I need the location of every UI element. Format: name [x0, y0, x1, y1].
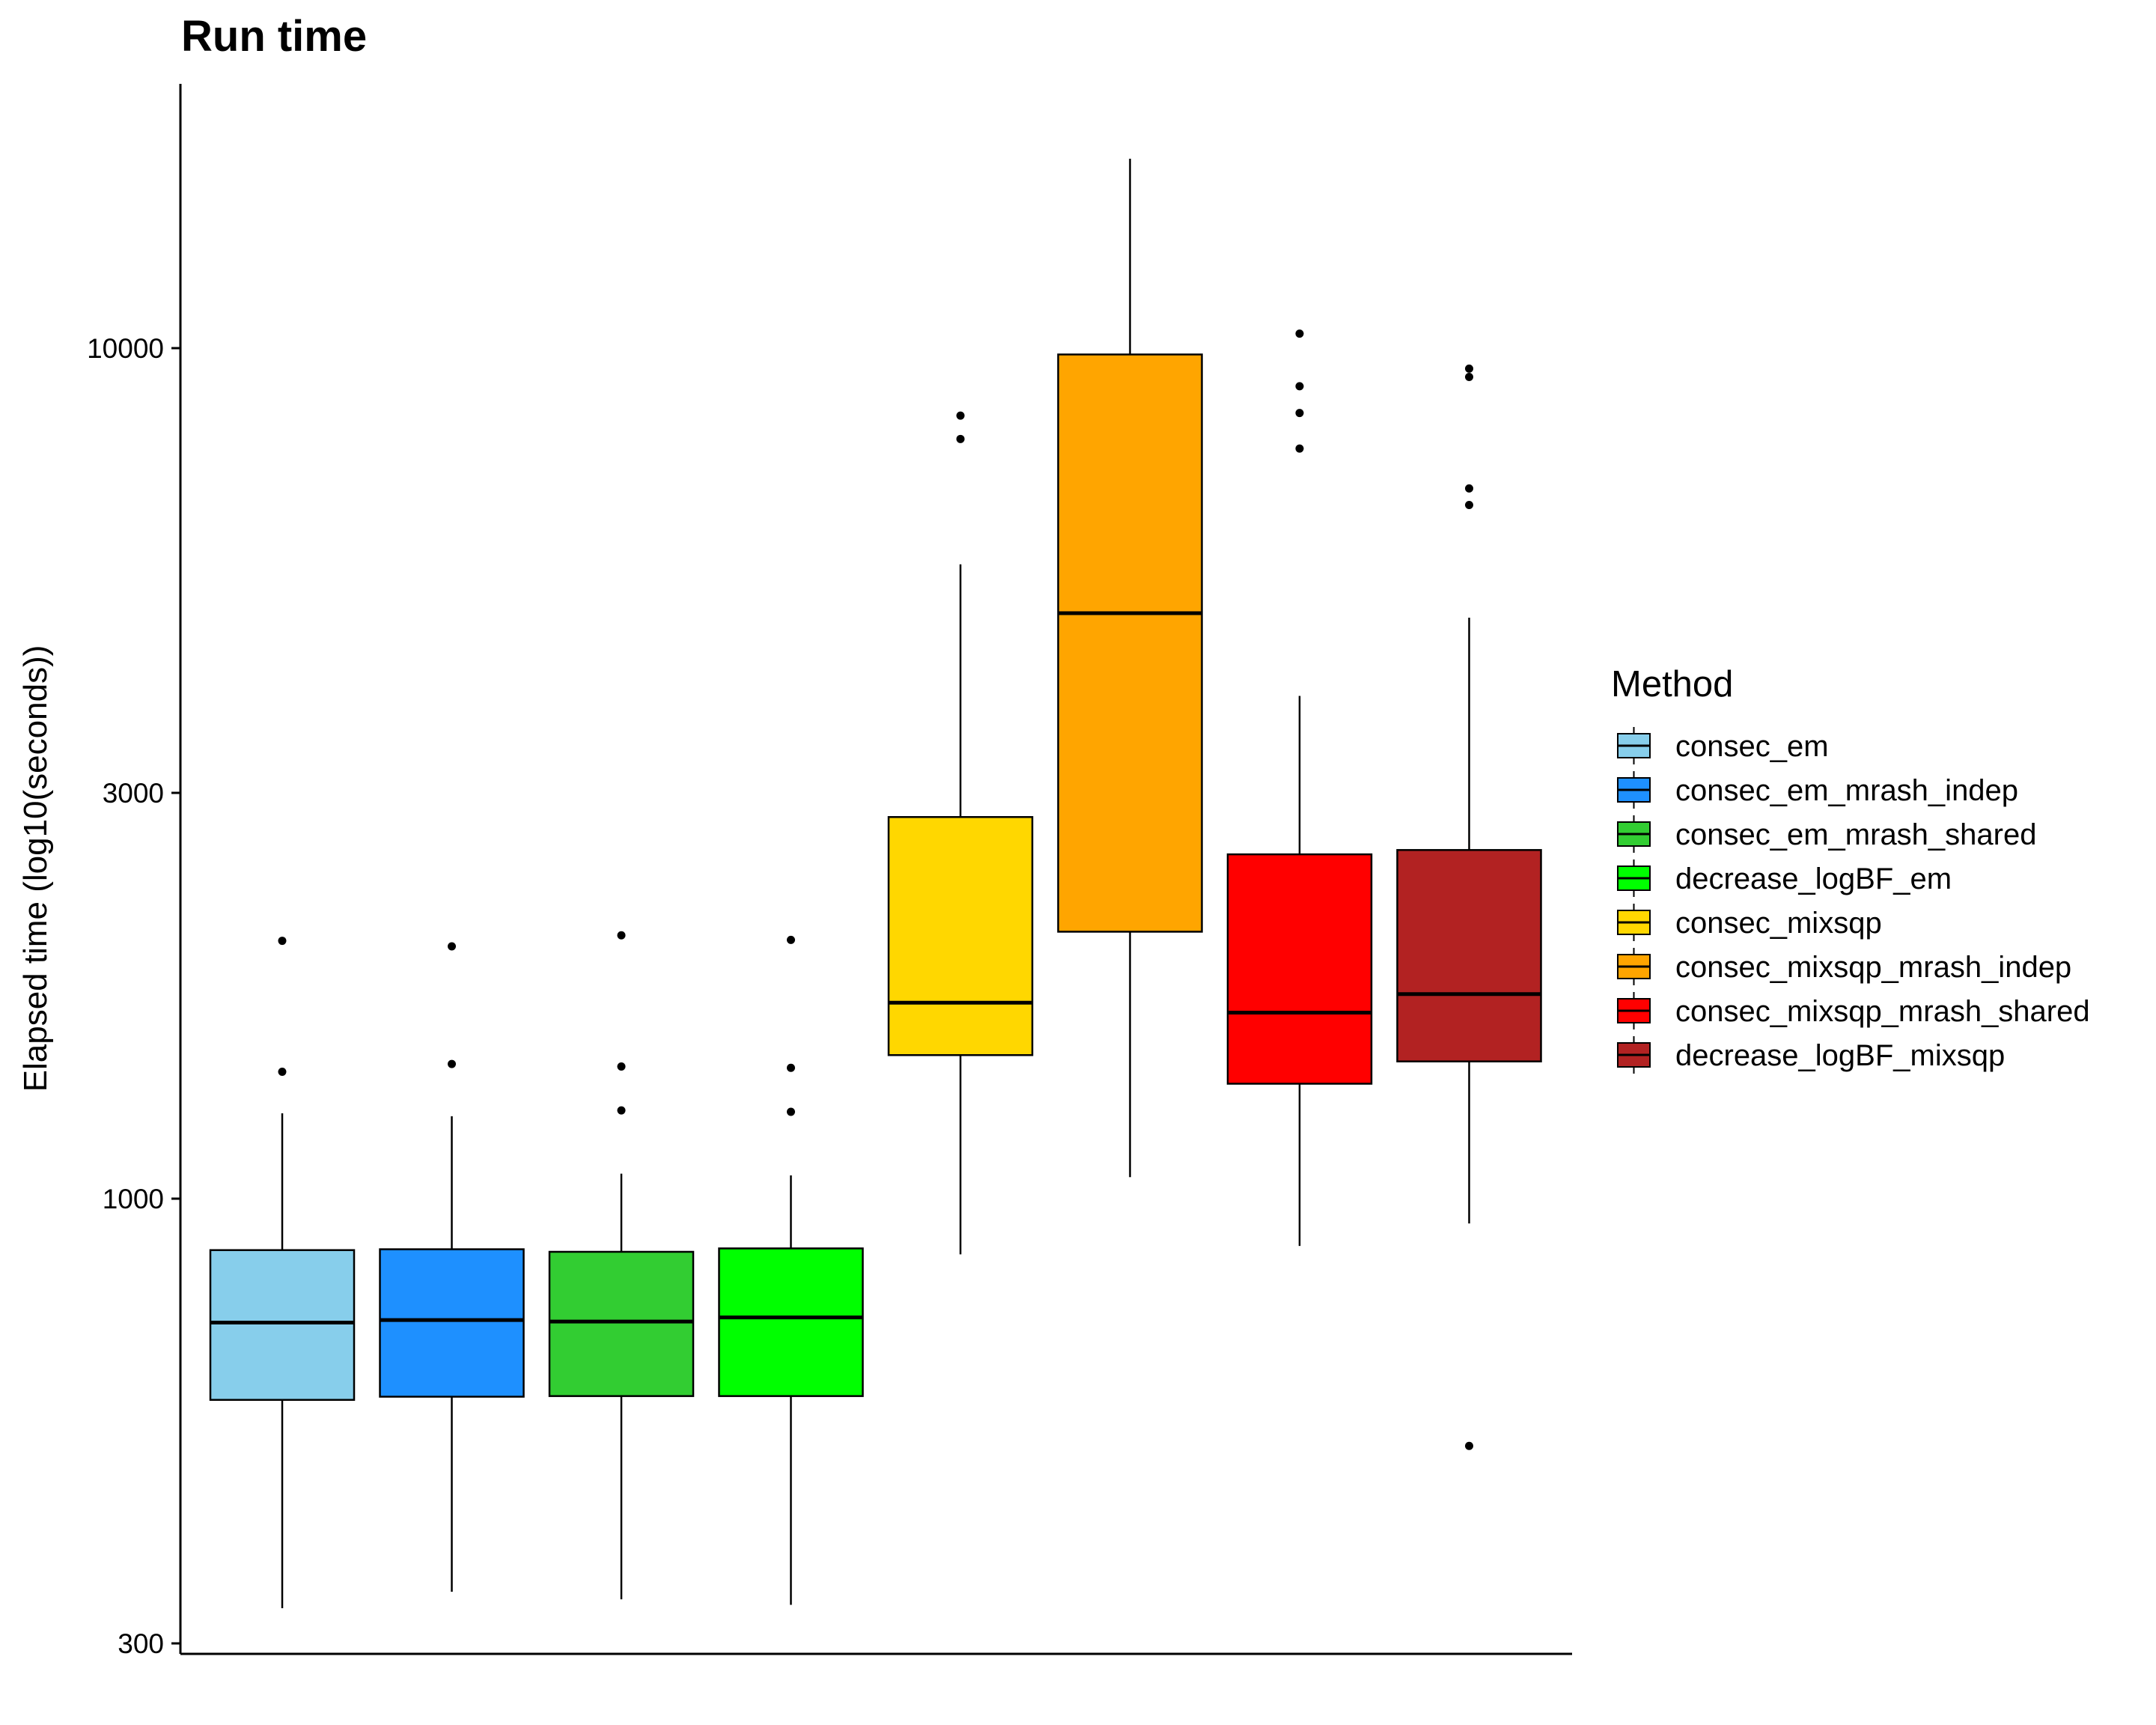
- legend-label: decrease_logBF_mixsqp: [1675, 1039, 2005, 1072]
- outlier-point: [956, 434, 965, 443]
- box-decrease_logBF_em: [718, 935, 864, 1605]
- outlier-point: [617, 1106, 626, 1115]
- legend-label: consec_mixsqp_mrash_indep: [1675, 951, 2071, 984]
- box-consec_mixsqp: [887, 411, 1034, 1255]
- legend-label: consec_em_mrash_shared: [1675, 818, 2036, 851]
- legend: Method consec_em consec_em_mrash_indepcon…: [1611, 664, 2090, 1074]
- box-consec_mixsqp_mrash_shared: [1226, 329, 1373, 1247]
- outlier-point: [278, 937, 287, 946]
- boxes: [209, 158, 1542, 1608]
- outlier-point: [448, 942, 456, 951]
- outlier-point: [787, 1063, 795, 1072]
- iqr-box: [209, 1249, 356, 1401]
- outlier-point: [1465, 364, 1473, 373]
- outlier-point: [448, 1059, 456, 1068]
- legend-label: consec_em_mrash_indep: [1675, 774, 2018, 807]
- iqr-box: [379, 1248, 525, 1398]
- outlier-point: [956, 411, 965, 420]
- outlier-point: [1465, 1441, 1473, 1450]
- legend-item-consec_em_mrash_indep: consec_em_mrash_indep: [1617, 771, 2018, 809]
- outlier-point: [1465, 484, 1473, 493]
- outlier-point: [617, 1062, 626, 1071]
- outlier-point: [1465, 372, 1473, 381]
- outlier-point: [1295, 329, 1304, 338]
- legend-item-consec_mixsqp_mrash_indep: consec_mixsqp_mrash_indep: [1617, 948, 2071, 985]
- outlier-point: [787, 1107, 795, 1116]
- legend-title: Method: [1611, 664, 1733, 705]
- legend-item-decrease_logBF_em: decrease_logBF_em: [1617, 860, 1952, 897]
- axes: 300 1000 3000 10000: [87, 84, 1572, 1659]
- y-tick-label: 1000: [103, 1184, 164, 1214]
- legend-item-consec_mixsqp: consec_mixsqp: [1617, 904, 1882, 941]
- legend-label: consec_mixsqp_mrash_shared: [1675, 995, 2090, 1028]
- y-axis-label: Elapsed time (log10(seconds)): [17, 645, 54, 1092]
- iqr-box: [1057, 353, 1203, 933]
- iqr-box: [548, 1250, 695, 1397]
- outlier-point: [787, 935, 795, 944]
- iqr-box: [887, 816, 1034, 1056]
- box-decrease_logBF_mixsqp: [1396, 364, 1542, 1450]
- chart-title: Run time: [181, 12, 367, 61]
- legend-item-consec_mixsqp_mrash_shared: consec_mixsqp_mrash_shared: [1617, 992, 2090, 1029]
- box-consec_em: [209, 937, 356, 1608]
- box-consec_mixsqp_mrash_indep: [1057, 158, 1203, 1178]
- legend-label: decrease_logBF_em: [1675, 862, 1952, 895]
- legend-item-decrease_logBF_mixsqp: decrease_logBF_mixsqp: [1617, 1036, 2005, 1074]
- y-tick-label: 300: [118, 1628, 164, 1659]
- y-tick-label: 10000: [87, 333, 164, 364]
- legend-label: consec_em: [1675, 730, 1829, 763]
- legend-item-consec_em_mrash_shared: consec_em_mrash_shared: [1617, 815, 2036, 853]
- outlier-point: [1295, 382, 1304, 391]
- outlier-point: [1295, 444, 1304, 453]
- outlier-point: [1465, 501, 1473, 510]
- y-tick-label: 3000: [103, 778, 164, 809]
- outlier-point: [1295, 409, 1304, 418]
- box-consec_em_mrash_shared: [548, 931, 695, 1600]
- legend-label: consec_mixsqp: [1675, 907, 1882, 940]
- iqr-box: [1396, 849, 1542, 1062]
- iqr-box: [718, 1247, 864, 1397]
- legend-item-consec_em: consec_em: [1617, 727, 1829, 764]
- outlier-point: [278, 1067, 287, 1076]
- outlier-point: [617, 931, 626, 940]
- box-consec_em_mrash_indep: [379, 942, 525, 1592]
- iqr-box: [1226, 853, 1373, 1085]
